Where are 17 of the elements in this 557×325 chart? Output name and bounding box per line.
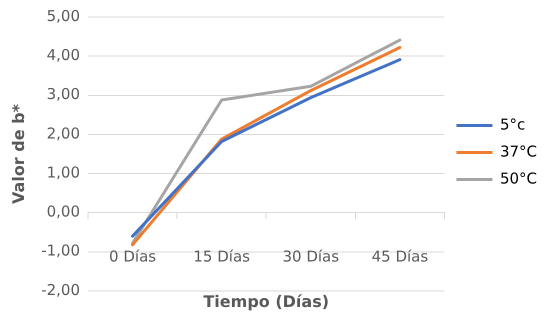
y-axis-title: Valor de b*: [8, 103, 28, 204]
x-axis-title: Tiempo (Días): [203, 292, 330, 312]
y-tick-label: 2,00: [46, 124, 80, 142]
y-tick-label: 5,00: [46, 6, 80, 25]
y-tick-label: 0,00: [46, 202, 80, 221]
y-tick-label: -2,00: [41, 280, 80, 299]
y-tick-label: 4,00: [46, 46, 80, 64]
x-tick-label: 30 Días: [282, 248, 340, 266]
y-tick-label: 3,00: [46, 85, 80, 104]
y-tick-label: 1,00: [46, 163, 80, 182]
x-tick-label: 15 Días: [193, 248, 250, 266]
legend-label: 50°C: [500, 169, 537, 188]
legend-label: 37°C: [500, 142, 537, 160]
legend-label: 5°c: [500, 115, 526, 134]
x-tick-label: 45 Días: [372, 248, 428, 266]
x-tick-label: 0 Días: [109, 248, 156, 266]
y-tick-label: -1,00: [41, 242, 80, 260]
